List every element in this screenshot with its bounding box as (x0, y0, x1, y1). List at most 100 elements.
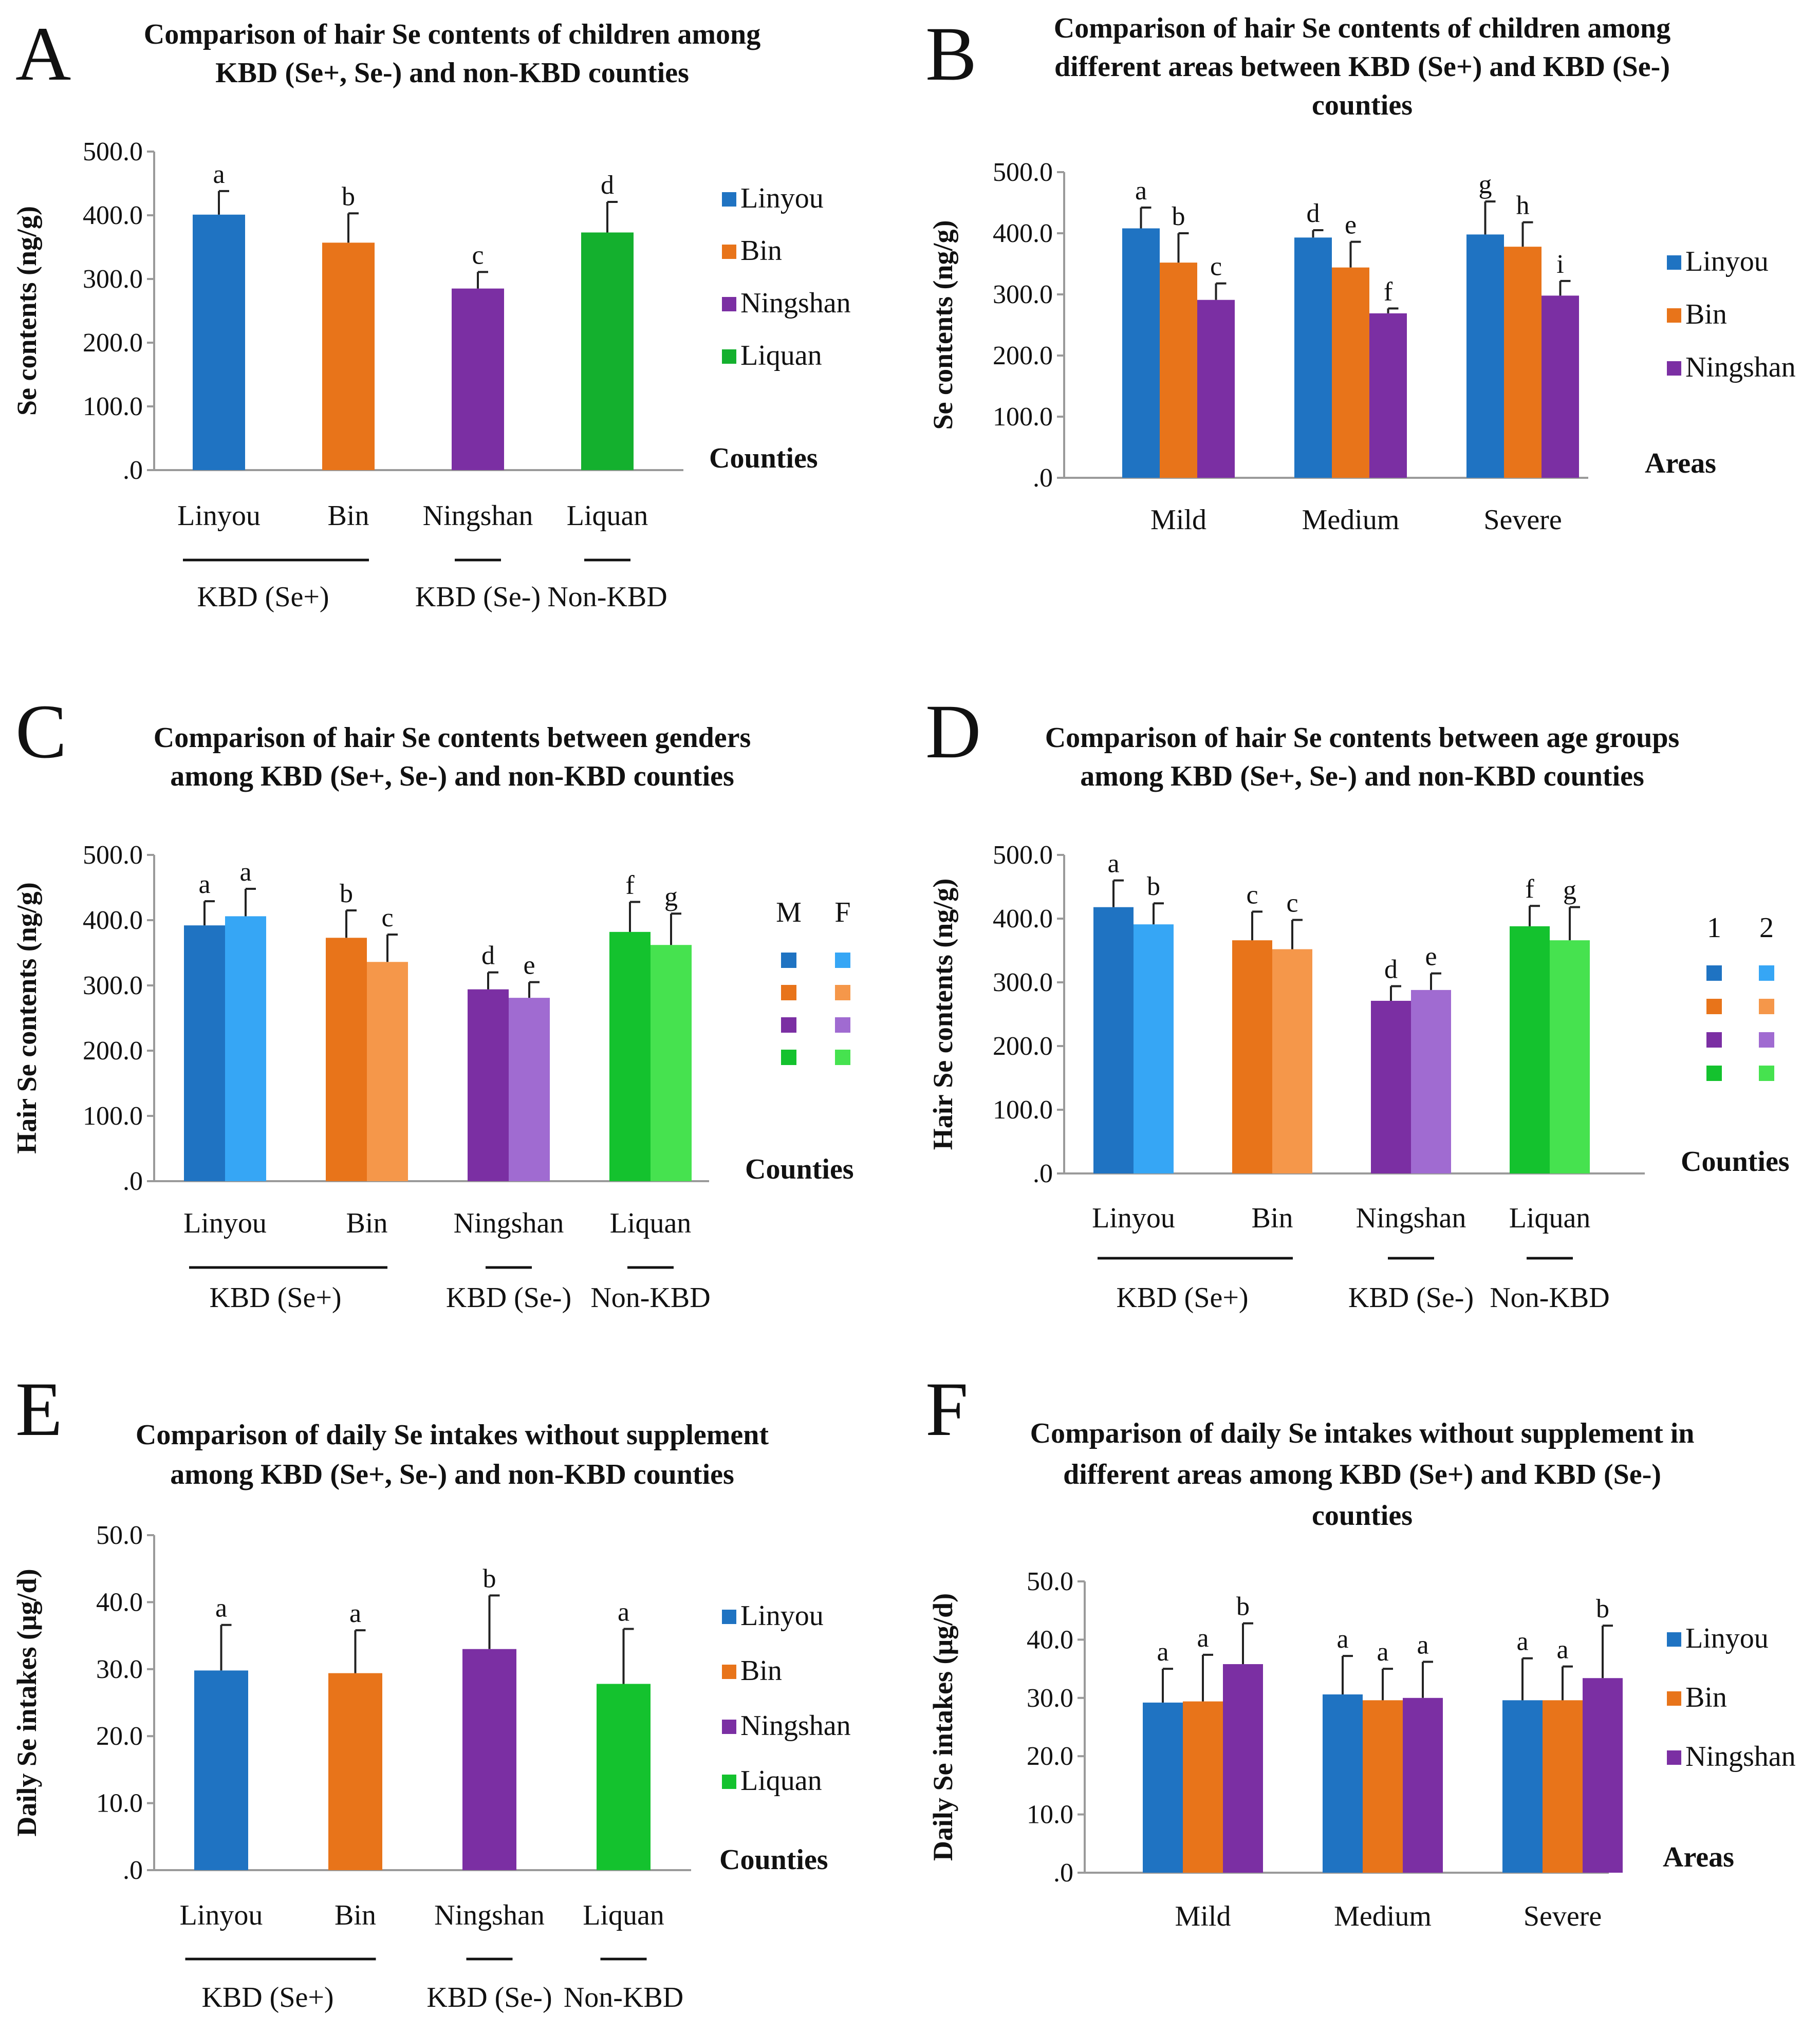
legend-swatch-1 (1667, 1632, 1681, 1647)
y-tick-label: 100.0 (993, 1095, 1053, 1125)
bar-1 (193, 214, 245, 470)
bar-2-3 (1369, 313, 1407, 478)
chart-title-line-1: Comparison of daily Se intakes without s… (136, 1419, 769, 1451)
group-label-3: Non-KBD (547, 581, 667, 613)
y-tick-label: 100.0 (993, 402, 1053, 432)
bar-1-2 (1134, 924, 1174, 1173)
group-label-2: KBD (Se-) (1348, 1282, 1474, 1314)
chart-title-line-2: different areas between KBD (Se+) and KB… (1054, 51, 1670, 83)
legend-swatch-1 (1667, 255, 1681, 270)
y-tick-label: 200.0 (993, 1032, 1053, 1061)
significance-letter-2-2: e (1345, 211, 1357, 240)
bar-4-1 (609, 931, 651, 1181)
panel-letter-E: E (15, 1367, 63, 1452)
y-tick-label: 20.0 (96, 1722, 143, 1751)
y-tick-label: 400.0 (993, 904, 1053, 934)
significance-letter-1-1: a (198, 870, 210, 899)
significance-letter-2-1: b (340, 879, 353, 908)
y-tick-label: .0 (1033, 1159, 1053, 1188)
y-tick-label: 500.0 (993, 158, 1053, 187)
group-label-2: KBD (Se-) (415, 581, 541, 613)
bar-2 (322, 243, 375, 470)
y-tick-label: 500.0 (993, 841, 1053, 870)
y-axis-label: Se contents (ng/g) (927, 220, 958, 430)
bar-1-3 (1223, 1664, 1263, 1873)
y-tick-label: 300.0 (83, 971, 143, 1000)
x-tick-label-4: Liquan (583, 1899, 664, 1931)
group-label-2: KBD (Se-) (446, 1282, 571, 1314)
x-tick-label-3: Ningshan (454, 1207, 564, 1239)
chart-title-line-1: Comparison of hair Se contents between a… (1045, 722, 1680, 754)
legend-header-1: 1 (1707, 912, 1721, 944)
chart-title-line-2: among KBD (Se+, Se-) and non-KBD countie… (1080, 760, 1644, 792)
y-tick-label: 200.0 (993, 341, 1053, 370)
bar-3-1 (468, 989, 509, 1181)
legend-swatch-col2-row3 (1759, 1032, 1774, 1048)
group-label-1: KBD (Se+) (1116, 1282, 1248, 1314)
significance-letter-4: d (601, 171, 614, 200)
y-tick-label: 40.0 (1027, 1625, 1073, 1654)
y-tick-label: 30.0 (96, 1655, 143, 1684)
significance-letter-3-2: a (1556, 1635, 1568, 1665)
panel-letter-B: B (925, 11, 977, 97)
x-axis-label: Counties (709, 442, 818, 474)
x-tick-label-3: Severe (1524, 1900, 1602, 1932)
chart-title-line-1: Comparison of daily Se intakes without s… (1030, 1417, 1695, 1449)
significance-letter-3-1: d (1384, 955, 1398, 984)
x-axis-label: Areas (1645, 447, 1716, 479)
panel-letter-F: F (925, 1367, 968, 1452)
significance-letter-1-2: a (239, 857, 251, 887)
y-tick-label: 400.0 (993, 219, 1053, 248)
group-label-1: KBD (Se+) (209, 1282, 341, 1314)
significance-letter-2-2: c (381, 903, 393, 932)
x-axis-label: Areas (1663, 1841, 1734, 1873)
legend-swatch-col2-row2 (1759, 999, 1774, 1014)
y-tick-label: 100.0 (83, 1102, 143, 1131)
x-tick-label-2: Bin (328, 500, 369, 532)
bar-3-1 (1371, 1000, 1411, 1173)
bar-1-1 (1122, 228, 1160, 478)
x-tick-label-4: Liquan (610, 1207, 692, 1239)
legend-swatch-col2-row2 (835, 985, 850, 1000)
legend-swatch-col1-row1 (781, 953, 796, 968)
y-tick-label: 400.0 (83, 201, 143, 230)
significance-letter-4: a (618, 1598, 629, 1627)
bar-2-1 (326, 938, 367, 1181)
legend-swatch-col2-row3 (835, 1017, 850, 1033)
chart-svg-C: C Comparison of hair Se contents between … (11, 689, 854, 1314)
x-axis-label: Counties (1681, 1146, 1790, 1178)
x-tick-label-1: Linyou (177, 500, 261, 532)
x-tick-label-1: Mild (1150, 504, 1206, 536)
y-tick-label: 30.0 (1027, 1684, 1073, 1713)
y-tick-label: 300.0 (993, 280, 1053, 309)
x-tick-label-4: Liquan (1509, 1202, 1591, 1234)
x-tick-label-1: Linyou (183, 1207, 267, 1239)
significance-letter-3-1: d (481, 941, 495, 971)
legend-swatch-col1-row2 (781, 985, 796, 1000)
chart-title-line-3: counties (1312, 89, 1413, 121)
legend-swatch-1 (722, 1610, 736, 1624)
legend-label-1: Linyou (740, 1600, 824, 1632)
x-tick-label-1: Linyou (180, 1899, 263, 1931)
significance-letter-2-3: a (1417, 1630, 1428, 1659)
bar-1-3 (1197, 300, 1235, 478)
legend-label-2: Bin (1685, 299, 1727, 330)
panel-C: C Comparison of hair Se contents between … (0, 678, 910, 1355)
y-tick-label: .0 (123, 456, 143, 485)
bar-2 (328, 1673, 382, 1870)
panel-letter-C: C (15, 689, 67, 774)
legend-swatch-col1-row1 (1706, 965, 1722, 981)
x-tick-label-4: Liquan (567, 500, 648, 532)
panel-E: E Comparison of daily Se intakes without … (0, 1355, 910, 2033)
significance-letter-4-1: f (625, 870, 635, 900)
chart-svg-E: E Comparison of daily Se intakes without … (11, 1367, 851, 2013)
chart-title-line-2: different areas among KBD (Se+) and KBD … (1063, 1459, 1661, 1490)
legend-swatch-col1-row4 (1706, 1066, 1722, 1081)
chart-svg-A: A Comparison of hair Se contents of child… (11, 11, 851, 613)
y-tick-label: 500.0 (83, 841, 143, 870)
panel-B: B Comparison of hair Se contents of child… (910, 0, 1820, 678)
bar-1-1 (184, 925, 225, 1181)
y-axis-label: Hair Se contents (ng/g) (11, 882, 42, 1153)
legend-label-2: Bin (740, 1655, 782, 1687)
